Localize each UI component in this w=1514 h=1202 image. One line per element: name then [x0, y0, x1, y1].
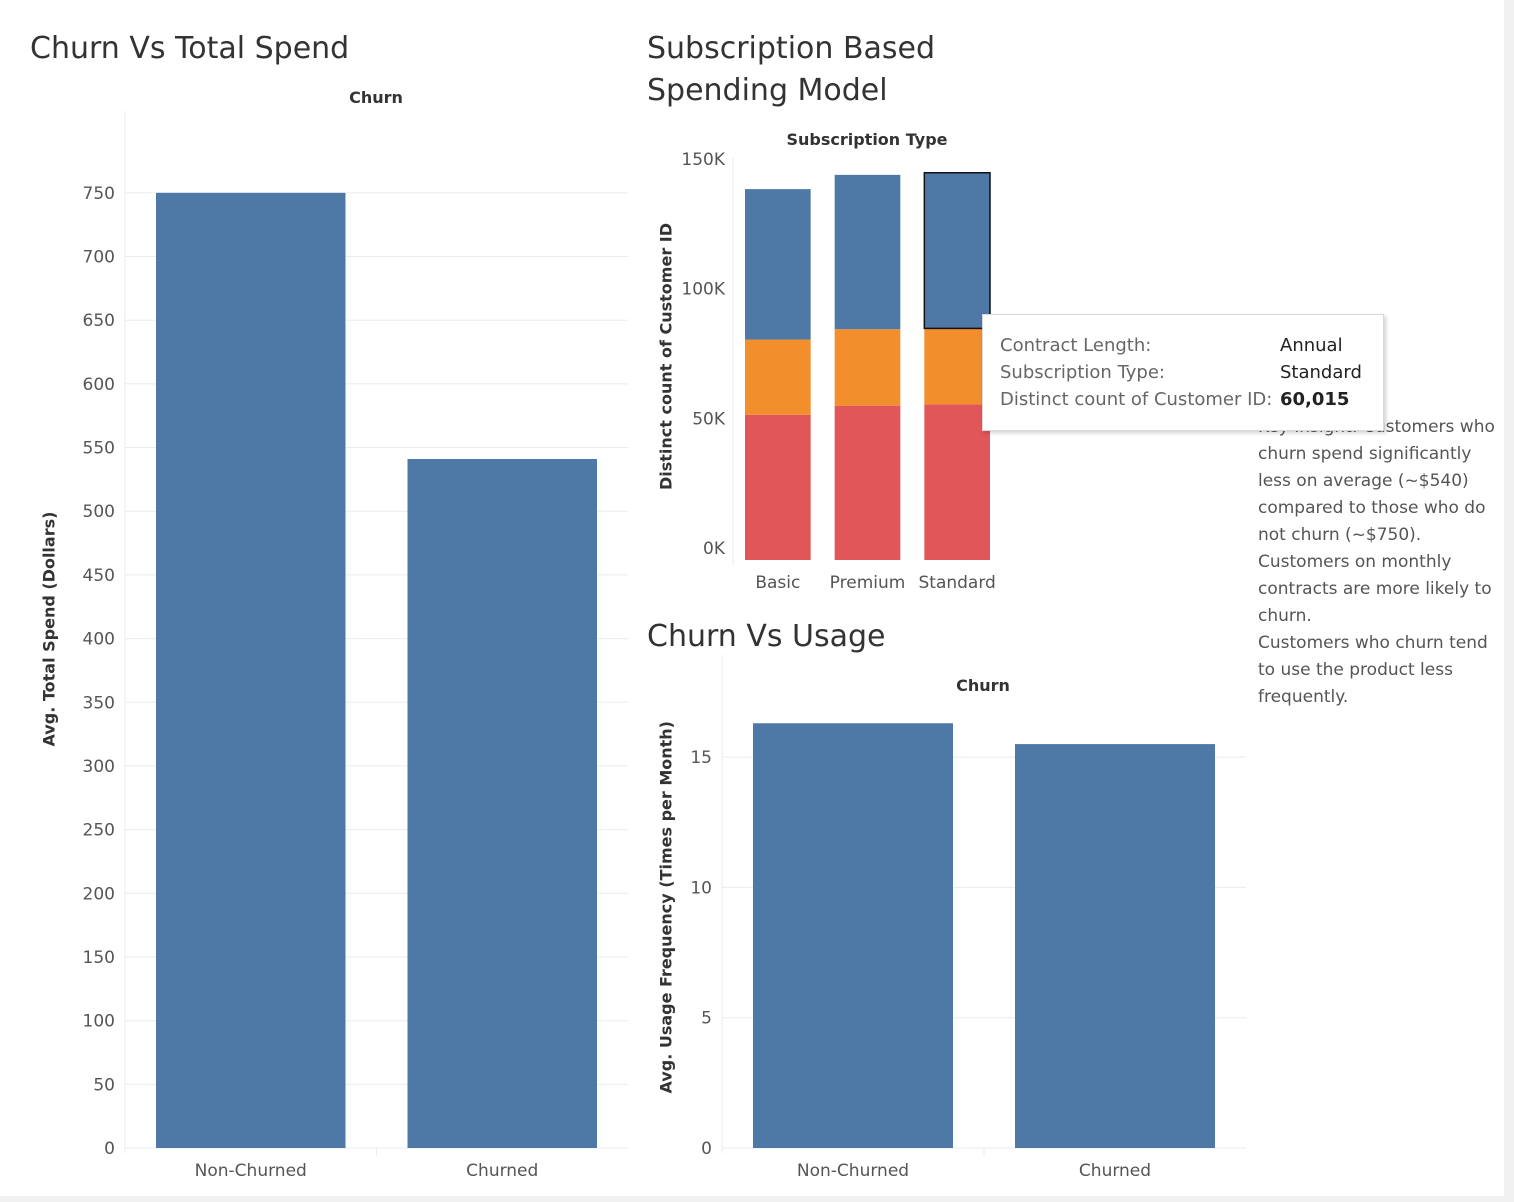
y-tick-label: 450	[83, 566, 115, 586]
bar-segment-premium-1[interactable]	[834, 329, 901, 406]
y-tick-label: 150	[83, 948, 115, 968]
y-tick-label: 150K	[681, 150, 725, 170]
y-tick-label: 5	[701, 1009, 712, 1029]
y-tick-label: 350	[83, 693, 115, 713]
x-tick-label: Premium	[830, 573, 906, 593]
key-insights-text: Key Insight: Customers who churn spend s…	[1258, 414, 1498, 711]
x-tick-label: Non-Churned	[195, 1161, 307, 1181]
subscription-chart-title-line1: Subscription Based	[647, 31, 936, 66]
y-tick-label: 0	[701, 1139, 712, 1159]
y-tick-label: 0	[104, 1139, 115, 1159]
y-tick-label: 50K	[692, 409, 726, 429]
bar-segment-standard-1[interactable]	[924, 328, 990, 405]
y-tick-label: 550	[83, 439, 115, 459]
y-tick-label: 0K	[703, 539, 726, 559]
tooltip-label: Contract Length:	[1000, 335, 1152, 356]
spend-chart-title: Churn Vs Total Spend	[30, 31, 350, 66]
bar-segment-standard-0[interactable]	[924, 404, 990, 560]
bar-churned[interactable]	[407, 459, 598, 1148]
bar-non-churned[interactable]	[753, 723, 953, 1148]
tooltip-label: Subscription Type:	[1000, 362, 1165, 383]
bar-churned[interactable]	[1015, 744, 1215, 1148]
y-tick-label: 600	[83, 375, 115, 395]
x-tick-label: Churned	[1079, 1161, 1151, 1181]
usage-chart-header: Churn	[956, 676, 1010, 695]
subscription-chart-header: Subscription Type	[786, 130, 948, 149]
spend-chart-header: Churn	[349, 88, 403, 107]
subscription-chart-title-line2: Spending Model	[647, 73, 888, 108]
y-tick-label: 650	[83, 311, 115, 331]
y-tick-label: 200	[83, 884, 115, 904]
y-tick-label: 10	[690, 878, 712, 898]
y-tick-label: 250	[83, 821, 115, 841]
y-tick-label: 300	[83, 757, 115, 777]
x-tick-label: Non-Churned	[797, 1161, 909, 1181]
bar-non-churned[interactable]	[156, 192, 346, 1148]
y-tick-label: 50	[93, 1075, 115, 1095]
bar-segment-basic-0[interactable]	[745, 414, 811, 560]
hover-tooltip: Contract Length: Annual Subscription Typ…	[982, 314, 1384, 431]
usage-chart-title: Churn Vs Usage	[647, 619, 886, 654]
spend-bar-chart: 0 50 100 150 200 250 300 350 400 450 500 550 600 650 7…	[83, 111, 628, 1181]
y-tick-label: 700	[83, 248, 115, 268]
insight-1: Key Insight: Customers who churn spend s…	[1258, 417, 1495, 545]
y-tick-label: 500	[83, 502, 115, 522]
bar-segment-basic-1[interactable]	[745, 339, 811, 415]
bar-segment-premium-2[interactable]	[834, 174, 901, 330]
insight-3: Customers who churn tend to use the prod…	[1258, 633, 1488, 707]
y-tick-label: 100K	[681, 280, 725, 300]
tooltip-label: Distinct count of Customer ID:	[1000, 389, 1273, 410]
y-tick-label: 100	[83, 1012, 115, 1032]
x-tick-label: Standard	[918, 573, 995, 593]
usage-bar-chart: 0 5 10 15 Non-Churned Churned	[690, 655, 1246, 1181]
tooltip-value: Annual	[1280, 335, 1343, 356]
bar-segment-basic-2[interactable]	[745, 189, 811, 340]
subscription-stacked-bar-chart: 0K 50K 100K 150K Basic Premium Standard	[681, 150, 995, 593]
x-tick-label: Basic	[755, 573, 800, 593]
y-tick-label: 15	[690, 748, 712, 768]
bar-segment-premium-0[interactable]	[834, 405, 901, 560]
tooltip-value: 60,015	[1280, 389, 1350, 410]
x-tick-label: Churned	[466, 1161, 538, 1181]
bar-segment-standard-2[interactable]	[923, 171, 991, 330]
y-tick-label: 750	[83, 184, 115, 204]
insight-2: Customers on monthly contracts are more …	[1258, 552, 1492, 626]
y-tick-label: 400	[83, 630, 115, 650]
tooltip-value: Standard	[1280, 362, 1362, 383]
